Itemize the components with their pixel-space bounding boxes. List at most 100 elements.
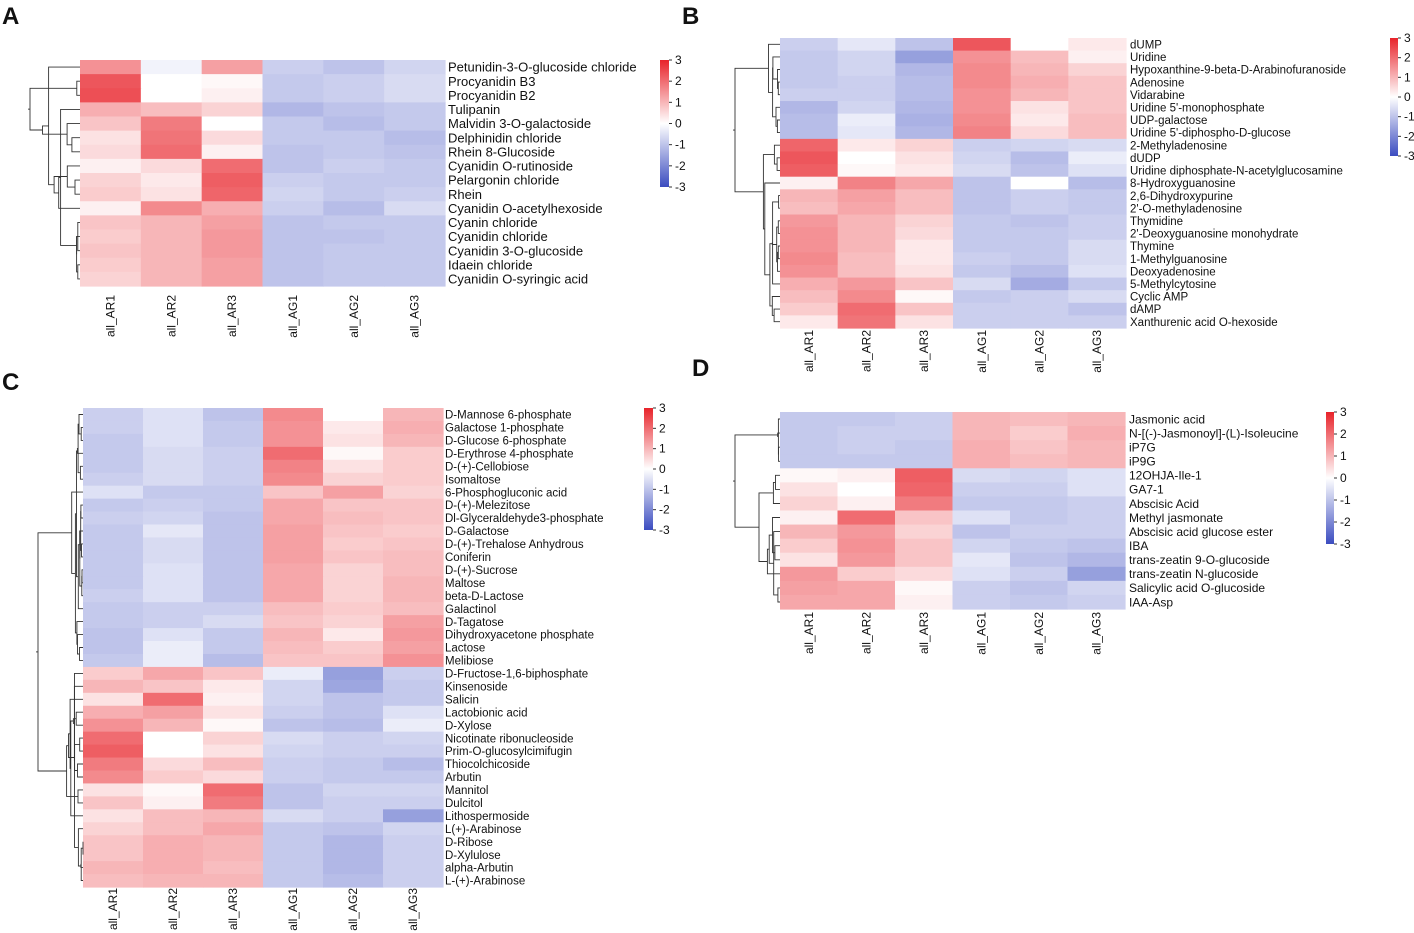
heatmap-cell bbox=[780, 138, 839, 153]
heatmap-cell bbox=[203, 770, 264, 785]
column-label: all_AG3 bbox=[1089, 612, 1103, 655]
heatmap-cell bbox=[953, 290, 1012, 304]
heatmap-cell bbox=[780, 594, 839, 610]
heatmap-cell bbox=[895, 454, 954, 469]
heatmap-cell bbox=[323, 173, 385, 188]
row-label: beta-D-Lactose bbox=[445, 591, 524, 603]
heatmap-cell bbox=[1010, 239, 1069, 253]
legend-tick-label: 3 bbox=[675, 53, 682, 67]
row-label: D-(+)-Trehalose Anhydrous bbox=[445, 539, 584, 551]
heatmap-cell bbox=[263, 796, 324, 810]
heatmap-cell bbox=[837, 538, 896, 554]
heatmap-cell bbox=[143, 511, 204, 526]
heatmap-cell bbox=[1068, 227, 1127, 241]
heatmap-cell bbox=[383, 666, 444, 681]
heatmap-cell bbox=[143, 459, 204, 474]
dendrogram-branch bbox=[80, 504, 83, 519]
legend-tick-label: 1 bbox=[675, 95, 682, 109]
column-label: all_AR3 bbox=[917, 330, 931, 372]
heatmap-cell bbox=[323, 705, 384, 720]
heatmap-cell bbox=[140, 271, 203, 287]
row-label: L(+)-Arabinose bbox=[445, 824, 521, 836]
heatmap-cell bbox=[952, 524, 1011, 540]
heatmap-cell bbox=[203, 744, 264, 759]
heatmap-cell bbox=[895, 440, 954, 455]
heatmap-cell bbox=[203, 524, 264, 539]
heatmap-cell bbox=[895, 126, 954, 140]
row-label: trans-zeatin 9-O-glucoside bbox=[1129, 553, 1270, 567]
heatmap-cell bbox=[203, 692, 264, 707]
heatmap-cell bbox=[780, 252, 839, 266]
heatmap-cell bbox=[203, 408, 264, 422]
heatmap-cell bbox=[323, 822, 384, 836]
heatmap-cell bbox=[895, 580, 954, 596]
heatmap-cell bbox=[201, 201, 264, 216]
heatmap-cell bbox=[323, 446, 384, 461]
heatmap-cell bbox=[1010, 138, 1069, 153]
dendrogram-branch bbox=[777, 220, 780, 234]
dendrogram-branch bbox=[758, 492, 774, 562]
row-label: dUMP bbox=[1130, 39, 1162, 51]
heatmap-cell bbox=[383, 498, 444, 513]
heatmap-cell bbox=[203, 550, 264, 564]
heatmap-cell bbox=[263, 653, 324, 668]
heatmap-cell bbox=[1010, 75, 1069, 90]
row-label: Lithospermoside bbox=[445, 811, 529, 823]
heatmap-cell bbox=[384, 243, 446, 259]
heatmap-cell bbox=[201, 229, 264, 245]
row-label: Xanthurenic acid O-hexoside bbox=[1130, 317, 1278, 329]
heatmap-cell bbox=[837, 88, 896, 102]
heatmap-cell bbox=[203, 757, 264, 772]
heatmap-cell bbox=[837, 482, 896, 498]
heatmap-cell bbox=[384, 88, 446, 103]
heatmap-cell bbox=[83, 731, 144, 746]
legend-tick-label: -1 bbox=[675, 138, 686, 152]
heatmap-cell bbox=[201, 60, 264, 75]
dendrogram-branch bbox=[42, 125, 68, 135]
legend-tick-label: 3 bbox=[659, 401, 666, 415]
row-label: D-Galactose bbox=[445, 526, 509, 538]
row-label: Galactose 1-phosphate bbox=[445, 423, 564, 435]
dendrogram-branch bbox=[60, 108, 80, 246]
heatmap-cell bbox=[837, 426, 896, 441]
heatmap-cell bbox=[383, 809, 444, 823]
heatmap-cell bbox=[83, 705, 144, 720]
heatmap-cell bbox=[323, 201, 385, 216]
column-label: all_AR3 bbox=[225, 295, 239, 337]
heatmap-cell bbox=[201, 173, 264, 188]
heatmap-cell bbox=[895, 63, 954, 77]
heatmap-cell bbox=[201, 88, 264, 103]
row-label: Dulcitol bbox=[445, 798, 483, 810]
heatmap-cell bbox=[203, 485, 264, 500]
heatmap-cell bbox=[837, 552, 896, 568]
heatmap-cell bbox=[263, 809, 324, 823]
heatmap-cell bbox=[780, 113, 839, 127]
heatmap-cell bbox=[203, 537, 264, 552]
heatmap-cell bbox=[1067, 468, 1126, 483]
heatmap-cell bbox=[323, 550, 384, 564]
heatmap-cell bbox=[140, 229, 203, 245]
legend-tick-label: -2 bbox=[659, 503, 670, 517]
heatmap-cell bbox=[201, 243, 264, 259]
heatmap-cell bbox=[143, 420, 204, 435]
heatmap-cell bbox=[837, 176, 896, 190]
dendrogram-branch bbox=[768, 534, 774, 564]
heatmap-cell bbox=[384, 144, 446, 160]
heatmap-cell bbox=[780, 412, 839, 427]
heatmap-cell bbox=[780, 88, 839, 102]
row-label: Cyanidin O-rutinoside bbox=[448, 159, 573, 174]
heatmap-cell bbox=[952, 552, 1011, 568]
heatmap-cell bbox=[1010, 566, 1069, 582]
heatmap-cell bbox=[953, 88, 1012, 102]
heatmap-cell bbox=[263, 705, 324, 720]
heatmap-cell bbox=[143, 653, 204, 668]
heatmap-cell bbox=[263, 589, 324, 603]
heatmap-cell bbox=[1010, 201, 1069, 216]
heatmap-cell bbox=[383, 641, 444, 655]
heatmap-cell bbox=[895, 277, 954, 291]
column-label: all_AG3 bbox=[408, 295, 422, 338]
dendrogram-branch bbox=[73, 685, 83, 761]
heatmap-cell bbox=[1010, 151, 1069, 165]
heatmap-cell bbox=[143, 705, 204, 720]
heatmap-cell bbox=[262, 243, 324, 259]
